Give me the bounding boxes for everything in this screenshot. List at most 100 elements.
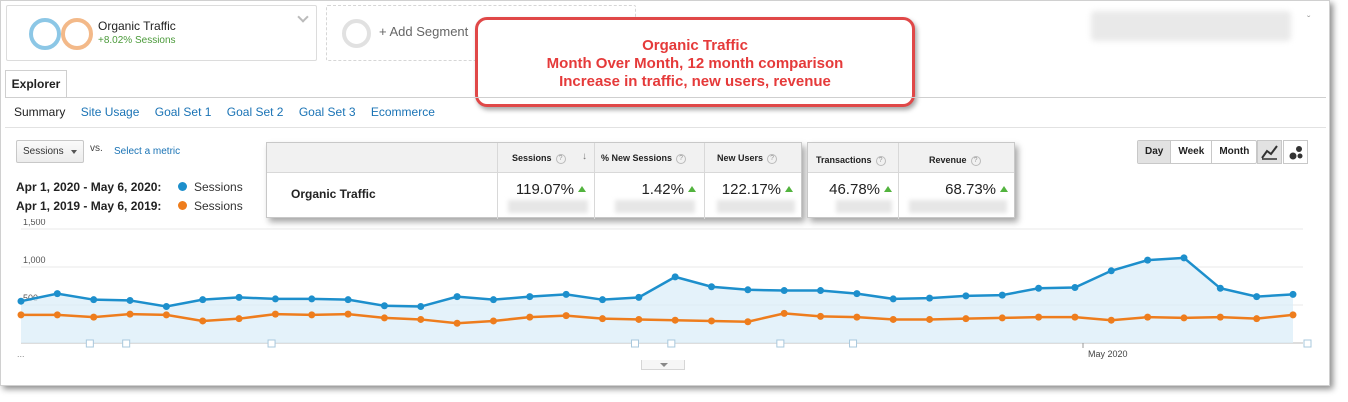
scorecard-table: Organic Traffic Sessions? ↓ 119.07% % Ne… bbox=[266, 142, 802, 219]
collapse-chart-handle[interactable] bbox=[641, 360, 685, 370]
annotation-line-2: Month Over Month, 12 month comparison bbox=[546, 55, 844, 72]
data-point-current bbox=[635, 293, 643, 301]
data-point-current bbox=[53, 290, 61, 298]
add-segment-label: + Add Segment bbox=[379, 24, 469, 39]
data-point-previous bbox=[90, 313, 98, 321]
data-point-previous bbox=[926, 315, 934, 323]
data-point-current bbox=[1144, 256, 1152, 264]
subnav-goal-set-1[interactable]: Goal Set 1 bbox=[154, 105, 212, 119]
empty-segment-icon bbox=[342, 19, 371, 48]
data-point-previous bbox=[1253, 315, 1261, 323]
data-point-previous bbox=[199, 317, 207, 325]
data-point-previous bbox=[998, 314, 1006, 322]
scorecard-new-sessions[interactable]: % New Sessions? 1.42% bbox=[594, 143, 704, 219]
metric-select[interactable]: Sessions bbox=[16, 140, 84, 163]
data-point-current bbox=[780, 287, 788, 295]
data-point-previous bbox=[889, 315, 897, 323]
line-chart-icon bbox=[1261, 145, 1278, 160]
legend-row-current: Apr 1, 2020 - May 6, 2020: Sessions bbox=[16, 180, 243, 194]
data-point-current bbox=[1216, 284, 1224, 292]
segment-subtitle: +8.02% Sessions bbox=[98, 35, 176, 46]
scorecard-header: New Users bbox=[717, 153, 764, 163]
month-button[interactable]: Month bbox=[1219, 146, 1250, 157]
data-point-previous bbox=[271, 310, 279, 318]
help-icon[interactable]: ? bbox=[767, 153, 778, 164]
data-point-previous bbox=[344, 310, 352, 318]
data-point-current bbox=[417, 303, 425, 311]
annotation-marker-icon bbox=[1303, 339, 1312, 348]
y-tick-label: 1,500 bbox=[23, 219, 46, 227]
data-point-current bbox=[526, 293, 534, 301]
data-point-current bbox=[962, 292, 970, 300]
scorecard-sessions[interactable]: Sessions? ↓ 119.07% bbox=[497, 143, 594, 219]
section-divider bbox=[5, 127, 1326, 128]
data-point-current bbox=[1289, 290, 1297, 298]
subnav-site-usage[interactable]: Site Usage bbox=[80, 105, 140, 119]
annotation-marker-icon bbox=[85, 339, 94, 348]
data-point-previous bbox=[489, 317, 497, 325]
scorecard-header: Transactions bbox=[816, 155, 872, 165]
data-point-previous bbox=[308, 311, 316, 319]
data-point-current bbox=[708, 283, 716, 291]
subnav-ecommerce[interactable]: Ecommerce bbox=[370, 105, 435, 119]
help-icon[interactable]: ? bbox=[676, 153, 687, 164]
subnav-summary[interactable]: Summary bbox=[14, 105, 66, 119]
analytics-frame: Organic Traffic +8.02% Sessions + Add Se… bbox=[0, 0, 1330, 386]
more-icon[interactable]: ˇ bbox=[1307, 15, 1311, 26]
segment-organic-traffic[interactable]: Organic Traffic +8.02% Sessions bbox=[6, 5, 317, 61]
tab-explorer[interactable]: Explorer bbox=[5, 70, 67, 98]
annotation-marker-icon bbox=[267, 339, 276, 348]
y-tick-label: 1,000 bbox=[23, 255, 46, 265]
help-icon[interactable]: ? bbox=[875, 155, 886, 166]
week-button[interactable]: Week bbox=[1171, 141, 1213, 163]
tab-divider bbox=[5, 97, 1326, 98]
sort-down-icon[interactable]: ↓ bbox=[582, 151, 587, 162]
data-point-current bbox=[1180, 254, 1188, 262]
legend-dot-icon bbox=[178, 201, 187, 210]
bubble-chart-icon bbox=[1289, 146, 1303, 160]
scorecard-new-users[interactable]: New Users? 122.17% bbox=[704, 143, 801, 219]
data-point-previous bbox=[1071, 313, 1079, 321]
legend-range: Apr 1, 2020 - May 6, 2020: bbox=[16, 180, 162, 194]
data-point-current bbox=[1035, 284, 1043, 292]
up-arrow-icon bbox=[578, 186, 586, 193]
subnav-goal-set-3[interactable]: Goal Set 3 bbox=[298, 105, 356, 119]
help-icon[interactable]: ? bbox=[555, 153, 566, 164]
motion-chart-view-button[interactable] bbox=[1283, 140, 1308, 164]
explorer-subnav: Summary Site Usage Goal Set 1 Goal Set 2… bbox=[14, 105, 447, 119]
legend-series: Sessions bbox=[194, 199, 243, 213]
data-point-current bbox=[598, 296, 606, 304]
scorecard-value: 46.78% bbox=[829, 181, 880, 198]
data-point-previous bbox=[526, 313, 534, 321]
chevron-down-icon[interactable] bbox=[298, 13, 308, 23]
annotation-line-3: Increase in traffic, new users, revenue bbox=[559, 73, 831, 90]
data-point-previous bbox=[671, 316, 679, 324]
scorecard-revenue[interactable]: Revenue? 68.73% bbox=[898, 143, 1014, 219]
up-arrow-icon bbox=[785, 186, 793, 193]
data-point-previous bbox=[853, 313, 861, 321]
data-point-previous bbox=[635, 315, 643, 323]
data-point-previous bbox=[1144, 313, 1152, 321]
data-point-current bbox=[889, 295, 897, 303]
data-point-current bbox=[380, 302, 388, 310]
data-point-previous bbox=[1107, 316, 1115, 324]
data-point-current bbox=[126, 296, 134, 304]
help-icon[interactable]: ? bbox=[970, 155, 981, 166]
scorecard-table-ecommerce: Transactions? 46.78% Revenue? 68.73% bbox=[807, 142, 1015, 219]
subnav-goal-set-2[interactable]: Goal Set 2 bbox=[226, 105, 284, 119]
scorecard-header: % New Sessions bbox=[601, 153, 673, 163]
data-point-current bbox=[162, 303, 170, 311]
data-point-current bbox=[308, 295, 316, 303]
scorecard-value: 119.07% bbox=[515, 181, 574, 198]
up-arrow-icon bbox=[1000, 186, 1008, 193]
data-point-previous bbox=[1180, 314, 1188, 322]
line-chart-view-button[interactable] bbox=[1257, 140, 1282, 164]
scorecard-transactions[interactable]: Transactions? 46.78% bbox=[808, 143, 898, 219]
day-button[interactable]: Day bbox=[1138, 141, 1172, 163]
scorecard-value: 68.73% bbox=[945, 181, 996, 198]
vs-label: vs. bbox=[90, 143, 103, 154]
time-granularity-group: Day Week Month bbox=[1137, 140, 1258, 164]
data-point-previous bbox=[744, 318, 752, 326]
select-metric-link[interactable]: Select a metric bbox=[114, 146, 181, 157]
